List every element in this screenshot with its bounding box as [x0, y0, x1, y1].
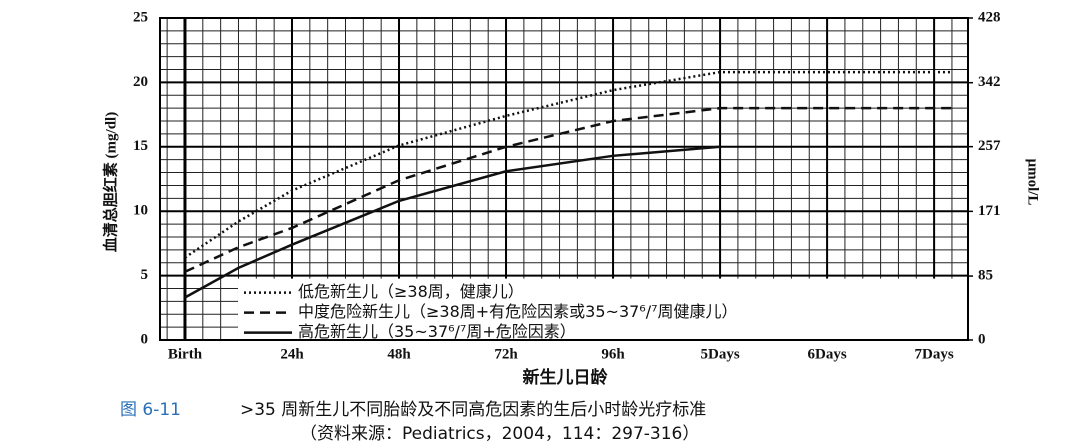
- x-tick-label: 72h: [494, 346, 518, 362]
- legend-box: [238, 278, 967, 339]
- x-tick-label: Birth: [168, 346, 203, 362]
- y-tick-label: 15: [133, 138, 148, 154]
- x-axis-label: 新生儿日龄: [523, 367, 609, 388]
- y-tick-label: 0: [141, 331, 149, 347]
- legend-label: 中度危险新生儿（≥38周+有危险因素或35~37⁶/⁷周健康儿）: [298, 302, 738, 321]
- legend-label: 高危新生儿（35~37⁶/⁷周+危险因素）: [298, 322, 576, 341]
- legend-label: 低危新生儿（≥38周，健康儿）: [298, 282, 524, 301]
- series-line: [184, 70, 952, 259]
- y2-tick-label: 171: [978, 203, 1001, 219]
- caption-label: 图 6-11: [120, 400, 181, 420]
- x-tick-label: 48h: [387, 346, 411, 362]
- plot-frame: [159, 17, 969, 341]
- y-axis-label: 血清总胆红素 (mg/dl): [101, 112, 119, 252]
- y2-tick-label: 342: [978, 74, 1001, 90]
- x-tick-label: 5Days: [700, 346, 739, 362]
- y2-tick-label: 428: [978, 9, 1001, 25]
- series-line: [184, 145, 721, 299]
- y2-tick-label: 85: [978, 267, 993, 283]
- caption: >35 周新生儿不同胎龄及不同高危因素的生后小时龄光疗标准: [240, 400, 706, 420]
- y-tick-label: 10: [133, 203, 148, 219]
- x-tick-label: 96h: [601, 346, 625, 362]
- y2-tick-label: 257: [978, 138, 1001, 154]
- series-line: [184, 106, 952, 273]
- y2-axis-label: μmol/L: [1025, 159, 1041, 206]
- y2-tick-label: 0: [978, 331, 986, 347]
- x-tick-label: 6Days: [808, 346, 847, 362]
- caption-source: （资料来源：Pediatrics，2004，114：297-316）: [300, 424, 699, 444]
- x-tick-label: 24h: [280, 346, 304, 362]
- y-tick-label: 25: [133, 9, 148, 25]
- y-tick-label: 20: [133, 74, 148, 90]
- x-tick-label: 7Days: [915, 346, 954, 362]
- y-tick-label: 5: [141, 267, 149, 283]
